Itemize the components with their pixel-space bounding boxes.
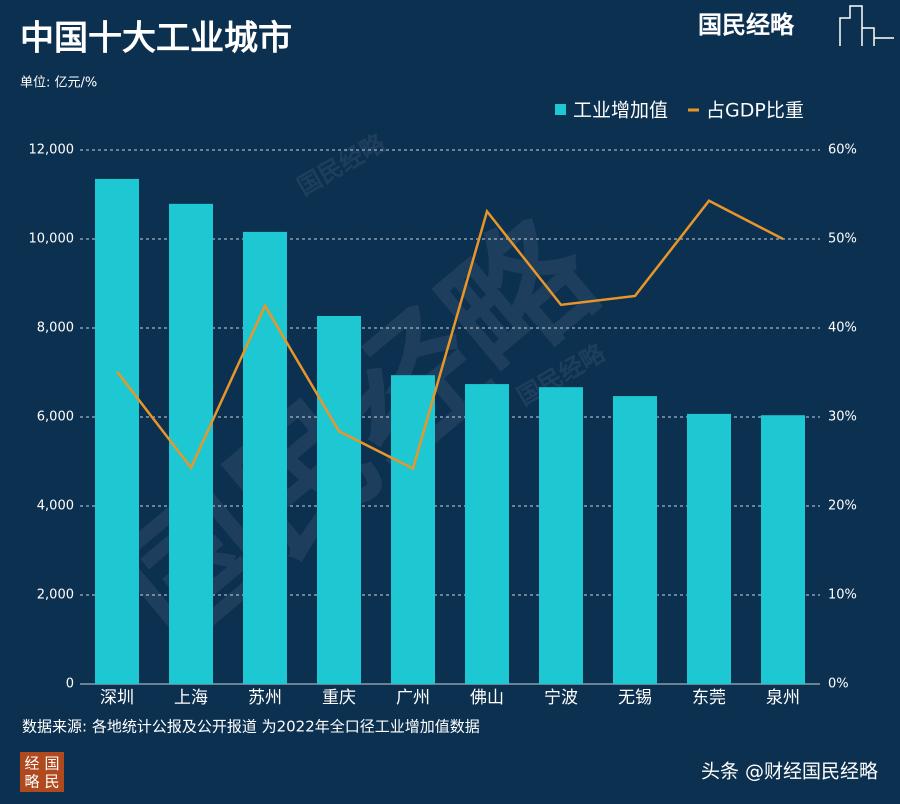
y-tick-label: 12,000 (29, 143, 75, 158)
x-tick-label: 重庆 (322, 688, 356, 708)
bar (169, 203, 213, 684)
credit: 头条 @财经国民经略 (701, 761, 878, 783)
bar (613, 396, 657, 684)
y-tick-label: 0 (66, 677, 74, 692)
x-tick-label: 无锡 (618, 688, 652, 708)
legend-label: 占GDP比重 (706, 100, 804, 122)
chart-title: 中国十大工业城市 (20, 19, 292, 59)
bar (95, 178, 139, 685)
x-tick-label: 深圳 (100, 688, 134, 708)
y2-tick-label: 40% (828, 321, 857, 336)
stamp-char: 民 (44, 773, 59, 791)
y-tick-label: 6,000 (37, 410, 74, 425)
y-tick-label: 10,000 (29, 232, 75, 247)
y-tick-label: 4,000 (37, 499, 74, 514)
x-tick-label: 泉州 (766, 688, 800, 708)
stamp-char: 国 (44, 755, 59, 773)
legend-swatch (555, 104, 566, 115)
y2-tick-label: 50% (828, 232, 857, 247)
y2-tick-label: 10% (828, 588, 857, 603)
y-tick-label: 8,000 (37, 321, 74, 336)
bar (465, 384, 509, 684)
brand-logo: 国民经略 (698, 11, 795, 39)
logo-icon (839, 5, 894, 46)
x-tick-label: 宁波 (544, 688, 578, 708)
unit-label: 单位: 亿元/% (20, 76, 97, 91)
x-tick-label: 苏州 (248, 688, 282, 708)
source-note: 数据来源: 各地统计公报及公开报道 为2022年全口径工业增加值数据 (22, 718, 480, 736)
y2-tick-label: 60% (828, 143, 857, 158)
bar (761, 415, 805, 684)
stamp-char: 经 (24, 755, 39, 773)
y2-tick-label: 30% (828, 410, 857, 425)
bar (687, 413, 731, 684)
stamp-char: 略 (24, 773, 39, 791)
bar (317, 315, 361, 684)
stamp-box (20, 752, 64, 792)
line (116, 199, 784, 471)
y2-tick-label: 0% (828, 677, 849, 692)
x-tick-label: 广州 (396, 688, 430, 708)
bar (391, 375, 435, 684)
x-tick-label: 佛山 (470, 688, 504, 708)
legend-label: 工业增加值 (573, 100, 668, 122)
y2-tick-label: 20% (828, 499, 857, 514)
y-tick-label: 2,000 (37, 588, 74, 603)
x-tick-label: 上海 (174, 688, 208, 708)
bar (539, 387, 583, 684)
x-tick-label: 东莞 (692, 688, 726, 708)
bar (243, 231, 287, 684)
